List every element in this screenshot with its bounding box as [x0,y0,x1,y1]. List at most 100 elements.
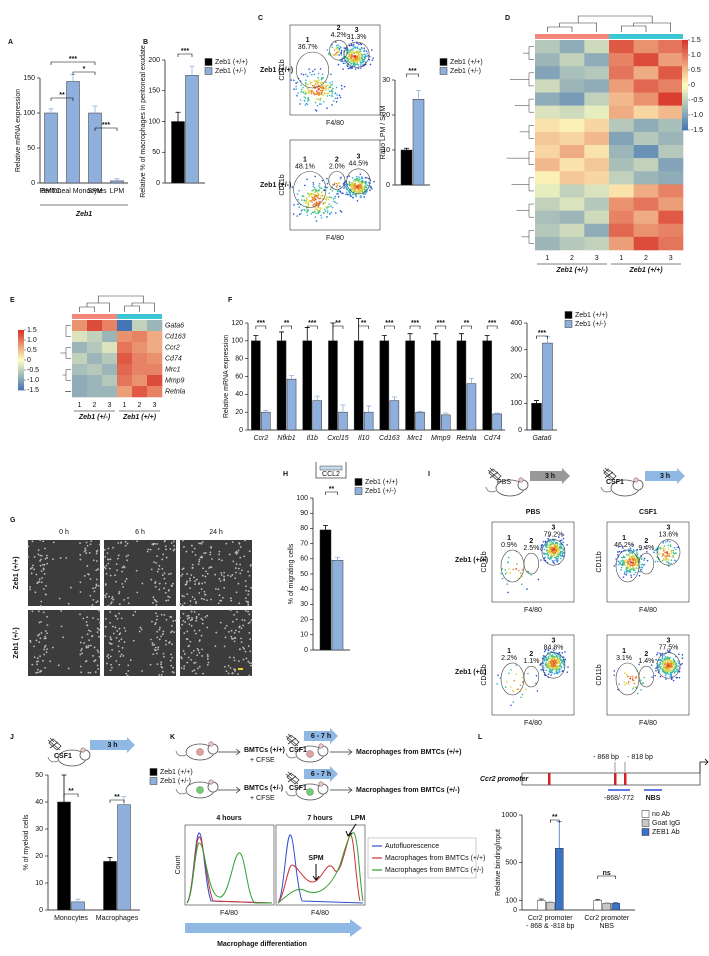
x-tick-label: Gata6 [532,435,551,442]
heatmap-cell [658,79,683,92]
flow-event [357,178,359,180]
flow-event [349,183,351,185]
flow-y-label: CD11b [596,551,603,572]
flow-event [319,211,321,213]
cell [90,543,92,545]
heatmap-cell [609,224,634,237]
heatmap-cell [560,145,585,158]
flow-event [630,574,632,576]
flow-event [335,212,337,214]
cell [46,557,48,559]
flow-event [314,196,316,198]
cell [59,598,61,600]
cell [188,615,190,617]
row-label: Gata6 [165,322,184,329]
flow-event [329,82,331,84]
cell [161,559,163,561]
cell [87,545,89,547]
flow-event [308,99,310,101]
cell [189,587,191,589]
x-axis-label: Zeb1 [75,211,92,218]
flow-event [513,691,515,693]
cell [31,567,33,569]
cell [121,617,123,619]
cell [80,650,82,652]
flow-event [548,551,550,553]
flow-event [349,191,351,193]
flow-event [314,176,316,178]
flow-event [336,193,338,195]
column-dendrogram [80,296,155,312]
flow-event [369,190,371,192]
flow-event [515,664,517,666]
heatmap-cell [72,375,87,386]
heatmap-cell [147,331,162,342]
cell [207,573,209,575]
row-label: Cd74 [165,355,182,362]
flow-event [290,79,292,81]
gate-number: 1 [622,535,626,542]
flow-event [522,694,524,696]
cell [202,575,204,577]
cell [58,664,60,666]
flow-event [328,192,330,194]
flow-event [321,90,323,92]
cell [186,580,188,582]
cell [160,661,162,663]
mouse-tail [486,487,496,492]
row-label: Mrc1 [165,366,181,373]
flow-event [372,57,374,59]
cell [119,632,121,634]
y-tick-label: 0 [239,427,243,434]
cell [185,584,187,586]
flow-event [334,195,336,197]
heatmap-cell [634,93,659,106]
flow-event [323,88,325,90]
flow-event [639,575,641,577]
flow-event [324,202,326,204]
row-label: Zeb1 (+/+) [455,557,488,564]
significance-label: ** [68,788,74,795]
flow-event [626,572,628,574]
flow-event [325,88,327,90]
cell [159,629,161,631]
cell [112,596,114,598]
significance-label: * [83,66,86,73]
cell [223,572,225,574]
cell [171,657,173,659]
x-tick-label: Mmp9 [431,435,451,442]
cell [245,610,247,612]
cell [95,601,97,603]
scratch-image [28,610,100,676]
cell [181,658,183,660]
heatmap-cell [87,375,102,386]
cell [79,542,81,544]
mouse-ear [634,478,638,482]
flow-event [627,564,629,566]
cell [46,555,48,557]
cell [127,597,129,599]
cell [211,558,213,560]
flow-event [293,79,295,81]
flow-event [321,92,323,94]
cell [155,612,157,614]
flow-event [319,99,321,101]
cell [90,578,92,580]
cell [124,627,126,629]
flow-event [343,62,345,64]
flow-event [356,176,358,178]
flow-event [549,541,551,543]
bar [72,902,85,910]
y-tick-label: 50 [152,149,160,156]
cell [155,562,157,564]
cell [105,626,107,628]
cell [228,631,230,633]
cell [188,645,190,647]
cell [93,559,95,561]
flow-event [320,68,322,70]
heatmap-cell [72,320,87,331]
flow-event [307,75,309,77]
flow-event [632,568,634,570]
significance-label: *** [488,320,496,327]
flow-event [635,549,637,551]
